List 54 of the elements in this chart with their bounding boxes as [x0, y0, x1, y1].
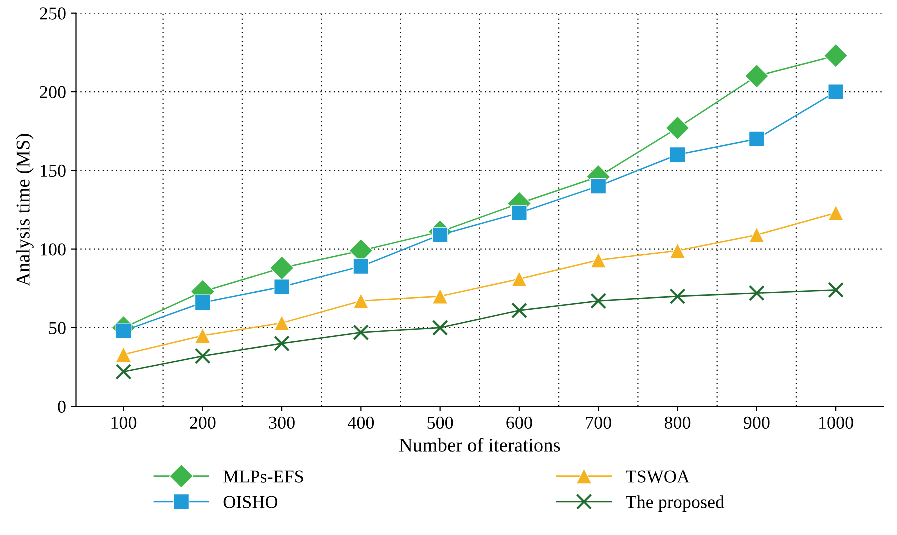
point: [274, 315, 290, 332]
point: [274, 336, 290, 352]
y-tick-label: 50: [50, 322, 66, 334]
point: [511, 271, 528, 288]
point: [432, 288, 448, 304]
point: [511, 205, 528, 222]
x-tick-label: 1000: [820, 416, 854, 430]
x-axis-title: Number of iterations: [399, 438, 560, 452]
point: [432, 320, 448, 336]
point: [116, 346, 132, 363]
x-tick-label: 300: [269, 416, 295, 430]
point: [353, 293, 370, 310]
point: [116, 364, 132, 380]
point: [590, 252, 607, 268]
point: [590, 293, 607, 310]
point: [824, 44, 848, 68]
point: [270, 256, 294, 280]
point: [194, 348, 211, 364]
x-tick-label: 500: [428, 416, 454, 430]
y-axis-title: Analysis time (MS): [16, 134, 34, 286]
legend-label: OISHO: [224, 496, 278, 508]
point: [194, 294, 211, 311]
point: [748, 285, 765, 302]
point: [748, 131, 765, 148]
legend-label: MLPs-EFS: [224, 470, 304, 483]
point: [828, 205, 844, 222]
point: [194, 328, 211, 344]
y-tick-label: 100: [41, 244, 66, 256]
point: [274, 279, 290, 296]
point: [353, 324, 370, 341]
point: [670, 288, 686, 304]
x-tick-label: 600: [506, 416, 532, 430]
y-tick-label: 250: [40, 8, 66, 20]
point: [828, 282, 844, 298]
point: [666, 116, 690, 140]
legend-label: TSWOA: [626, 470, 690, 483]
point: [748, 227, 765, 244]
x-tick-label: 200: [190, 416, 216, 430]
point: [670, 146, 686, 163]
point: [828, 84, 844, 100]
x-tick-label: 900: [744, 416, 770, 430]
point: [353, 258, 370, 275]
y-tick-label: 150: [41, 164, 66, 178]
x-tick-label: 700: [586, 416, 612, 430]
x-tick-label: 100: [112, 416, 137, 430]
point: [744, 64, 770, 88]
x-tick-label: 800: [664, 416, 691, 430]
point: [590, 178, 607, 194]
y-tick-label: 0: [58, 400, 66, 414]
x-tick-label: 400: [348, 416, 374, 430]
point: [511, 302, 528, 319]
point: [670, 242, 686, 259]
legend-label: The proposed: [626, 496, 724, 512]
y-tick-label: 200: [40, 86, 66, 98]
